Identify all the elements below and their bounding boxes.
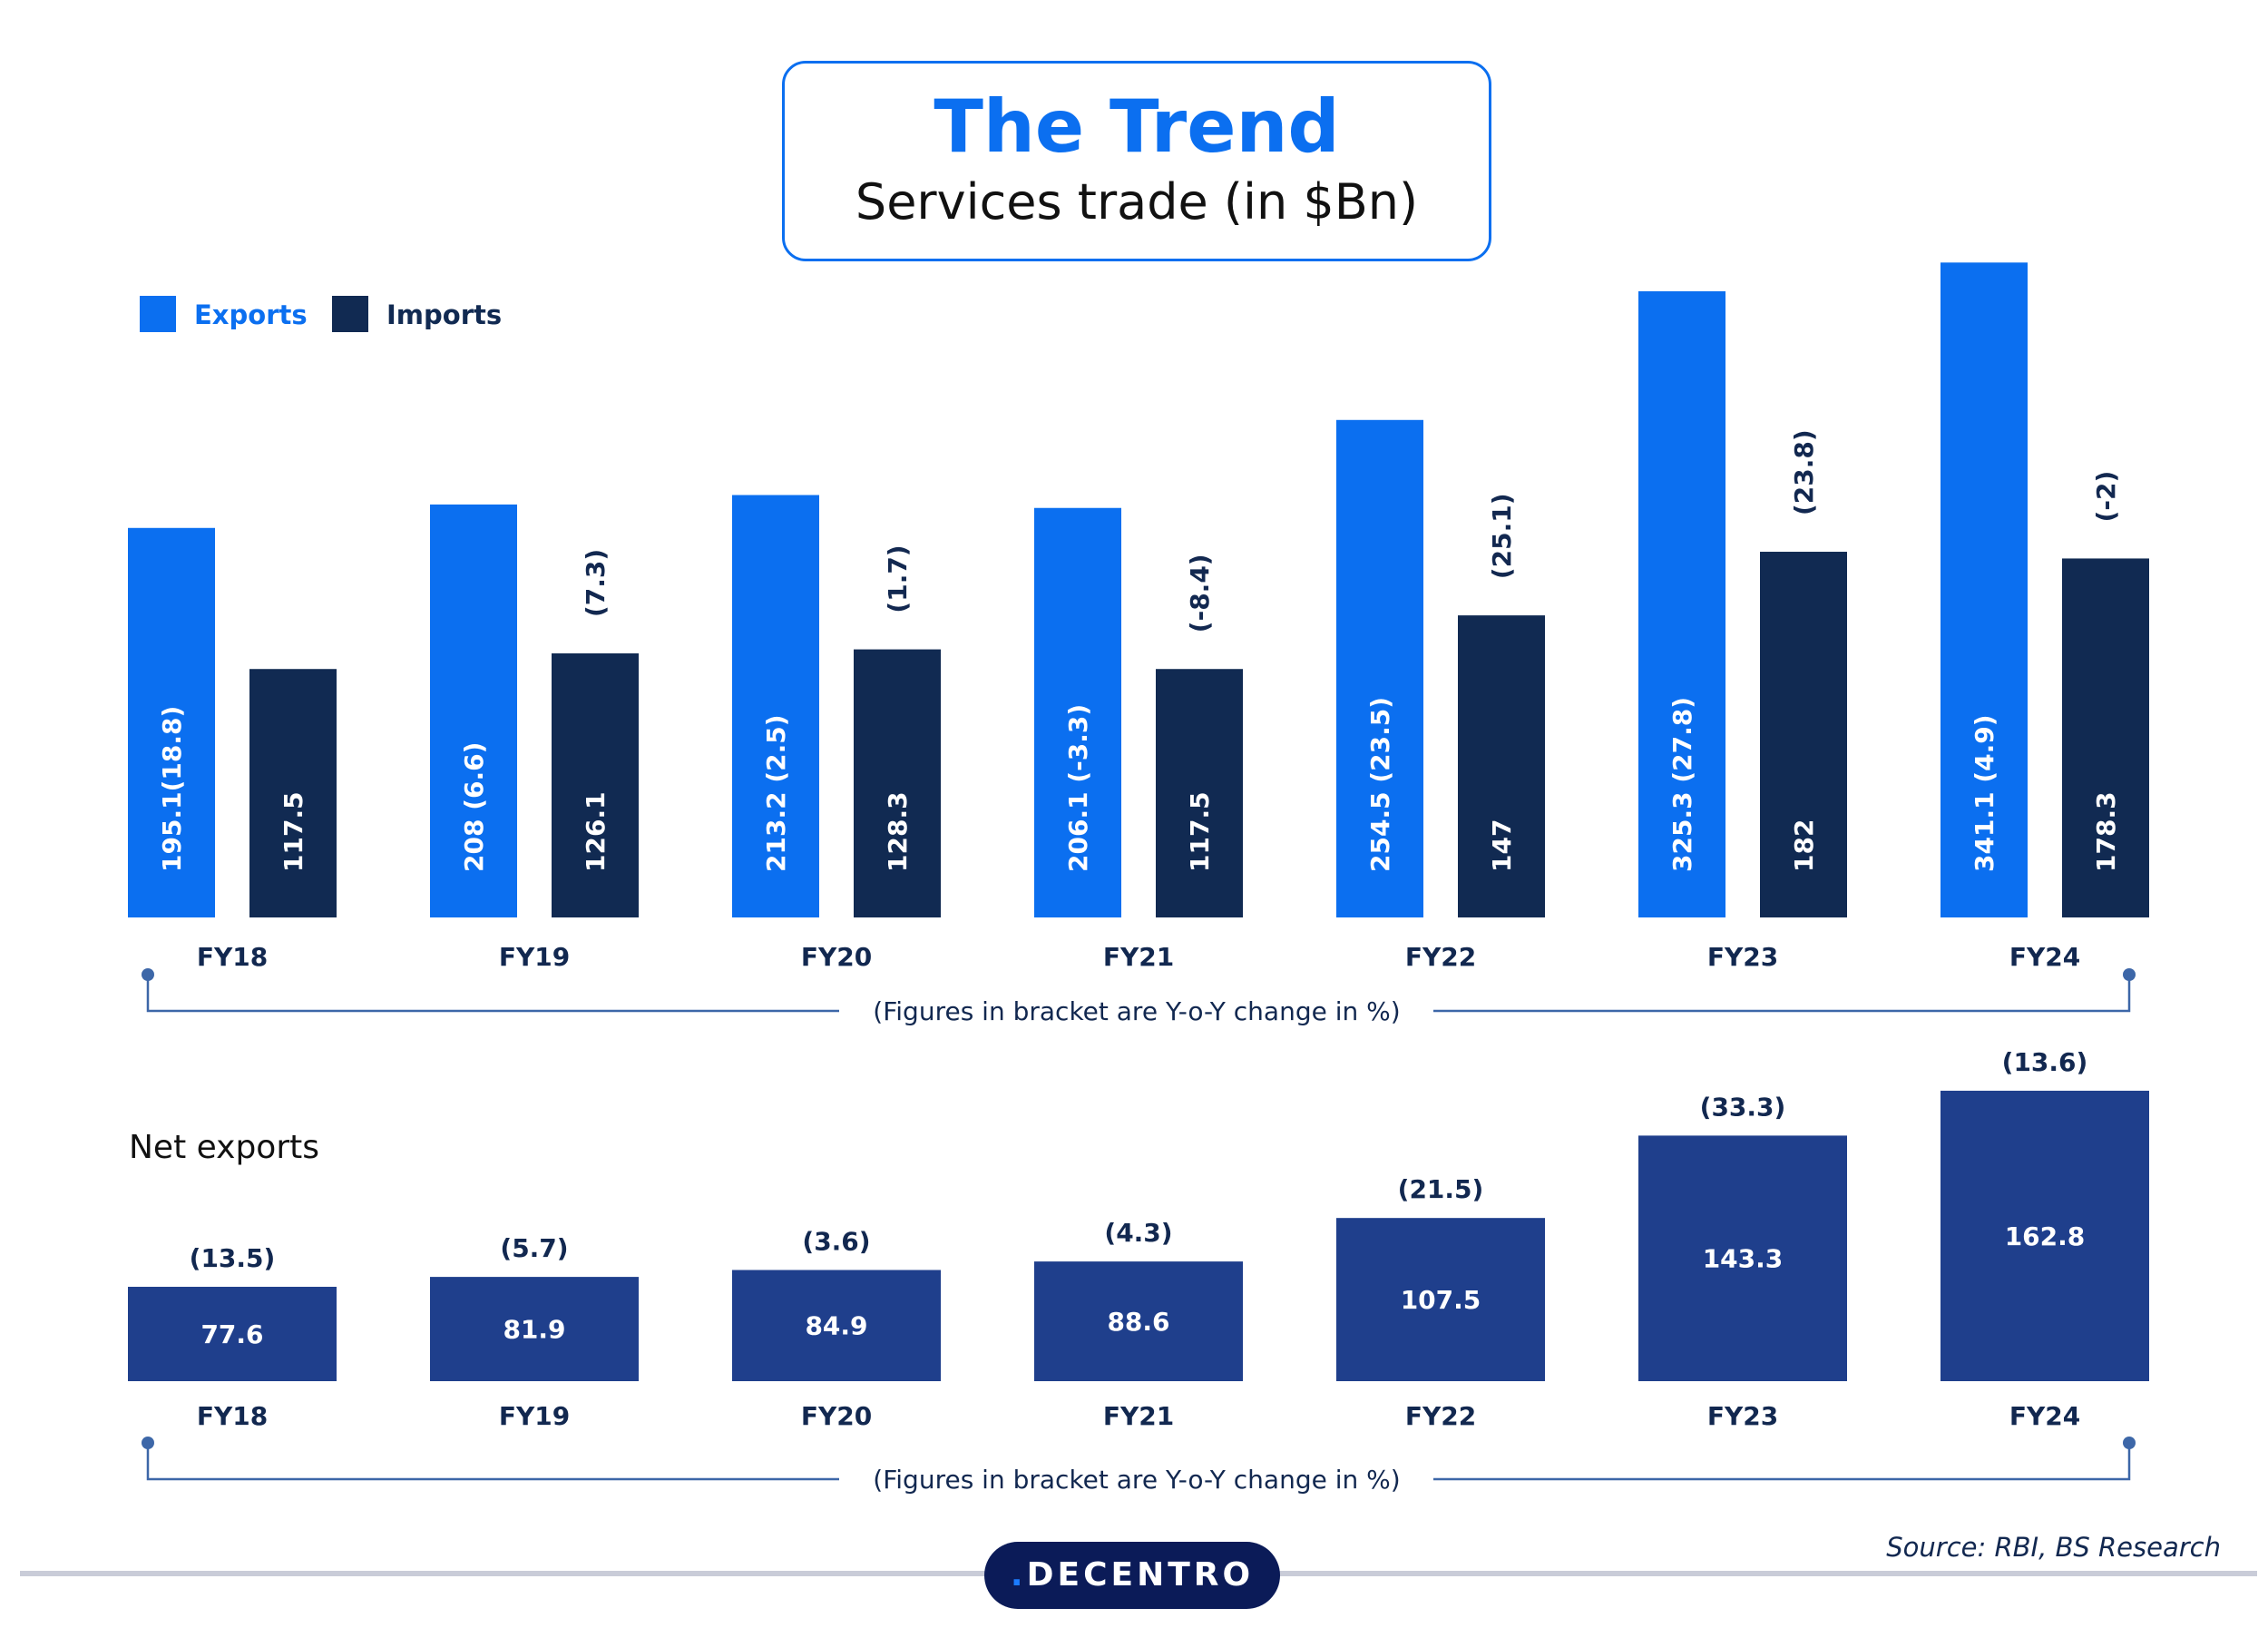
export-bar — [1336, 419, 1423, 917]
net-bracket-line-left — [146, 1443, 839, 1481]
import-value-label: 128.3 — [883, 791, 913, 872]
legend-swatch-imports — [332, 296, 368, 332]
net-export-bar — [1638, 1135, 1847, 1381]
main-bracket-note: (Figures in bracket are Y-o-Y change in … — [873, 996, 1400, 1026]
legend-swatch-exports — [140, 296, 176, 332]
net-x-tick-label: FY18 — [197, 1401, 268, 1431]
x-tick-label: FY23 — [1707, 942, 1778, 972]
x-tick-label: FY24 — [2009, 942, 2080, 972]
x-tick-label: FY22 — [1405, 942, 1476, 972]
net-x-tick-label: FY24 — [2009, 1401, 2080, 1431]
net-x-tick-label: FY20 — [801, 1401, 872, 1431]
export-value-label: 213.2 (2.5) — [761, 714, 791, 872]
import-bar — [249, 669, 337, 917]
net-bracket-note: (Figures in bracket are Y-o-Y change in … — [873, 1465, 1400, 1495]
import-bar — [1156, 669, 1243, 917]
net-yoy-label: (33.3) — [1700, 1092, 1786, 1122]
export-bar — [1638, 290, 1725, 917]
net-x-tick-label: FY21 — [1103, 1401, 1174, 1431]
import-bar — [552, 652, 639, 917]
export-value-label: 195.1(18.8) — [157, 706, 187, 872]
net-export-bar — [732, 1270, 941, 1381]
export-value-label: 341.1 (4.9) — [1970, 714, 1999, 872]
main-bracket-line-right — [1433, 975, 2131, 1013]
legend-label-exports: Exports — [194, 299, 308, 330]
export-value-label: 206.1 (-3.3) — [1063, 704, 1093, 872]
import-value-label: 182 — [1789, 819, 1819, 872]
import-yoy-label: (-2) — [2091, 471, 2121, 523]
net-yoy-label: (4.3) — [1104, 1218, 1172, 1248]
export-bar — [128, 527, 215, 917]
net-bracket-line-right — [1433, 1443, 2131, 1481]
net-yoy-label: (13.5) — [190, 1243, 276, 1273]
net-export-bar — [128, 1287, 337, 1381]
x-tick-label: FY20 — [801, 942, 872, 972]
import-value-label: 126.1 — [581, 791, 611, 872]
net-export-bar — [1941, 1090, 2149, 1381]
net-value-label: 107.5 — [1401, 1285, 1481, 1315]
net-yoy-label: (3.6) — [802, 1226, 870, 1256]
export-value-label: 208 (6.6) — [459, 742, 489, 872]
net-value-label: 81.9 — [503, 1315, 565, 1345]
net-x-tick-label: FY23 — [1707, 1401, 1778, 1431]
import-bar — [1458, 615, 1545, 917]
import-bar — [1760, 552, 1847, 917]
net-value-label: 143.3 — [1703, 1244, 1784, 1274]
import-value-label: 117.5 — [279, 791, 308, 872]
title-box: The Trend Services trade (in $Bn) — [782, 61, 1491, 261]
chart-subtitle: Services trade (in $Bn) — [855, 173, 1419, 230]
import-yoy-label: (1.7) — [883, 544, 913, 613]
logo-text: DECENTRO — [1026, 1556, 1255, 1594]
net-value-label: 162.8 — [2005, 1221, 2086, 1251]
net-exports-title: Net exports — [129, 1129, 319, 1166]
import-yoy-label: (-8.4) — [1185, 554, 1215, 633]
net-yoy-label: (5.7) — [500, 1233, 568, 1263]
net-yoy-label: (21.5) — [1398, 1174, 1484, 1204]
import-yoy-label: (23.8) — [1789, 429, 1819, 515]
export-bar — [430, 504, 517, 917]
net-value-label: 77.6 — [200, 1319, 263, 1349]
source-note: Source: RBI, BS Research — [1886, 1532, 2221, 1563]
legend-label-imports: Imports — [386, 299, 502, 330]
import-yoy-label: (7.3) — [581, 549, 611, 617]
net-export-bar — [430, 1277, 639, 1381]
export-bar — [1034, 507, 1121, 917]
net-x-tick-label: FY19 — [499, 1401, 570, 1431]
x-tick-label: FY19 — [499, 942, 570, 972]
net-export-bar — [1034, 1261, 1243, 1381]
x-tick-label: FY21 — [1103, 942, 1174, 972]
import-bar — [854, 649, 941, 917]
net-value-label: 88.6 — [1107, 1307, 1169, 1337]
net-x-tick-label: FY22 — [1405, 1401, 1476, 1431]
chart-title: The Trend — [934, 84, 1340, 169]
import-bar — [2062, 558, 2149, 917]
import-value-label: 178.3 — [2091, 791, 2121, 872]
export-bar — [732, 495, 819, 917]
import-yoy-label: (25.1) — [1487, 493, 1517, 579]
import-value-label: 117.5 — [1185, 791, 1215, 872]
main-bracket-line-left — [146, 975, 839, 1013]
import-value-label: 147 — [1487, 819, 1517, 872]
decentro-logo: .DECENTRO — [984, 1542, 1280, 1609]
net-value-label: 84.9 — [805, 1311, 867, 1341]
net-export-bar — [1336, 1218, 1545, 1381]
net-yoy-label: (13.6) — [2002, 1047, 2088, 1077]
export-value-label: 325.3 (27.8) — [1667, 697, 1697, 872]
export-value-label: 254.5 (23.5) — [1365, 697, 1395, 872]
export-bar — [1941, 262, 2028, 917]
x-tick-label: FY18 — [197, 942, 268, 972]
